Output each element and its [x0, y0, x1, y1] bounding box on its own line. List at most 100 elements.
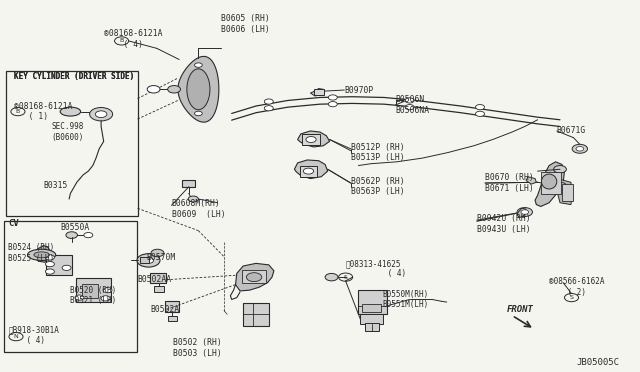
Polygon shape: [517, 208, 526, 218]
Text: B0524 (RH)
B0525 (LH): B0524 (RH) B0525 (LH): [8, 243, 54, 263]
Text: ®08168-6121A
   ( 1): ®08168-6121A ( 1): [14, 102, 72, 121]
Circle shape: [306, 137, 316, 142]
Bar: [541, 172, 561, 194]
Text: FRONT: FRONT: [507, 305, 534, 314]
Bar: [140, 257, 149, 263]
Text: CV: CV: [8, 219, 19, 228]
Circle shape: [303, 168, 314, 174]
Bar: [46, 255, 72, 275]
Circle shape: [143, 257, 154, 263]
Text: B0550A: B0550A: [61, 223, 90, 232]
Circle shape: [572, 144, 588, 153]
Polygon shape: [236, 263, 274, 291]
Circle shape: [101, 296, 110, 301]
Text: S: S: [344, 275, 348, 280]
Ellipse shape: [28, 249, 56, 260]
Circle shape: [151, 249, 164, 257]
Circle shape: [103, 288, 112, 293]
Circle shape: [264, 99, 273, 104]
Text: B: B: [16, 109, 20, 114]
Polygon shape: [310, 89, 323, 96]
Text: N: N: [13, 334, 19, 339]
Text: B0570M: B0570M: [146, 253, 175, 262]
Text: B: B: [120, 38, 124, 44]
Text: B0608M(RH)
B0609  (LH): B0608M(RH) B0609 (LH): [172, 199, 225, 219]
Text: B0550M(RH)
B0551M(LH): B0550M(RH) B0551M(LH): [383, 290, 429, 309]
Circle shape: [45, 269, 54, 274]
Circle shape: [137, 254, 160, 267]
Circle shape: [517, 208, 532, 217]
Bar: [76, 278, 111, 302]
Bar: [360, 314, 383, 324]
Circle shape: [476, 111, 484, 116]
Text: B0671G: B0671G: [557, 126, 586, 135]
Text: KEY CYLINDER (DRIVER SIDE): KEY CYLINDER (DRIVER SIDE): [14, 72, 134, 81]
Circle shape: [554, 166, 566, 173]
Bar: [358, 290, 387, 314]
Circle shape: [521, 210, 529, 214]
Circle shape: [325, 273, 338, 281]
Circle shape: [84, 232, 93, 238]
Ellipse shape: [60, 107, 81, 116]
Polygon shape: [557, 179, 573, 205]
Bar: [243, 303, 269, 326]
Circle shape: [576, 147, 584, 151]
Polygon shape: [526, 177, 536, 184]
Polygon shape: [298, 131, 330, 147]
Circle shape: [246, 273, 262, 282]
Bar: [182, 180, 195, 187]
Bar: [314, 89, 324, 95]
Text: S: S: [570, 295, 573, 300]
Circle shape: [476, 105, 484, 110]
Text: ®08168-6121A
    ( 4): ®08168-6121A ( 4): [104, 29, 162, 49]
Text: ⓓB918-30B1A
    ( 4): ⓓB918-30B1A ( 4): [8, 326, 59, 345]
Text: B0502A: B0502A: [150, 305, 180, 314]
Text: B0512P (RH)
B0513P (LH): B0512P (RH) B0513P (LH): [351, 143, 404, 162]
Circle shape: [45, 255, 54, 260]
Bar: [150, 273, 166, 283]
Circle shape: [168, 86, 180, 93]
Bar: [365, 323, 379, 331]
Circle shape: [328, 95, 337, 100]
Polygon shape: [294, 160, 328, 179]
Circle shape: [405, 98, 414, 103]
Text: B0562P (RH)
B0563P (LH): B0562P (RH) B0563P (LH): [351, 177, 404, 196]
Circle shape: [45, 262, 54, 267]
Bar: [362, 304, 381, 312]
Ellipse shape: [541, 174, 557, 189]
Polygon shape: [535, 162, 564, 206]
Text: B0502AA: B0502AA: [138, 275, 172, 284]
Text: B0942U (RH)
B0943U (LH): B0942U (RH) B0943U (LH): [477, 214, 531, 234]
Text: B0605 (RH)
B0606 (LH): B0605 (RH) B0606 (LH): [221, 15, 269, 34]
Text: B0970P: B0970P: [344, 86, 374, 94]
Circle shape: [264, 106, 273, 111]
Text: KEY CYLINDER (DRIVER SIDE): KEY CYLINDER (DRIVER SIDE): [14, 72, 134, 81]
Bar: [4, 221, 137, 352]
Text: B0670 (RH)
B0671 (LH): B0670 (RH) B0671 (LH): [485, 173, 534, 193]
Circle shape: [90, 108, 113, 121]
Circle shape: [195, 111, 202, 116]
Ellipse shape: [34, 252, 49, 258]
Polygon shape: [33, 246, 51, 262]
Circle shape: [405, 105, 414, 110]
Bar: [302, 134, 320, 145]
Text: ®08566-6162A
    ( 2): ®08566-6162A ( 2): [549, 278, 605, 297]
Bar: [168, 316, 177, 321]
Bar: [82, 284, 98, 298]
Text: JB05005C: JB05005C: [577, 358, 620, 367]
Bar: [6, 71, 138, 216]
Bar: [562, 184, 573, 201]
Bar: [242, 270, 266, 283]
Polygon shape: [178, 57, 219, 122]
Bar: [165, 301, 179, 312]
Text: SEC.998
(B0600): SEC.998 (B0600): [51, 122, 84, 142]
Circle shape: [195, 63, 202, 67]
Circle shape: [554, 182, 566, 190]
Circle shape: [188, 196, 198, 202]
Text: B0315: B0315: [44, 182, 68, 190]
Circle shape: [66, 232, 77, 238]
Circle shape: [75, 295, 84, 300]
Circle shape: [328, 102, 337, 107]
Text: B0502 (RH)
B0503 (LH): B0502 (RH) B0503 (LH): [173, 338, 221, 357]
Bar: [300, 166, 317, 177]
